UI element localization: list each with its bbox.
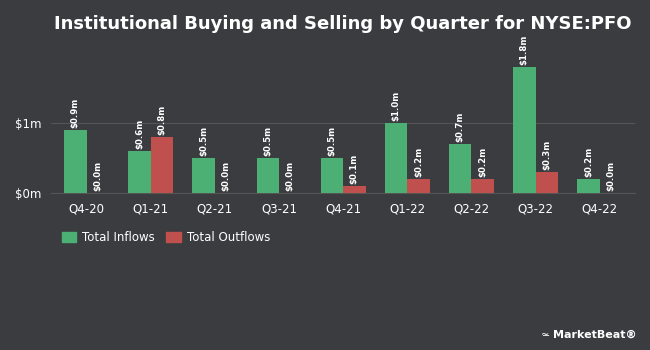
Bar — [471, 179, 494, 193]
Bar — [408, 179, 430, 193]
Text: $1.0m: $1.0m — [391, 91, 400, 121]
Text: $0.7m: $0.7m — [456, 112, 465, 142]
Bar — [385, 123, 408, 193]
Bar — [257, 158, 279, 193]
Text: $0.2m: $0.2m — [584, 147, 593, 177]
Bar — [128, 151, 151, 193]
Text: $0.9m: $0.9m — [71, 98, 80, 128]
Text: $0.6m: $0.6m — [135, 119, 144, 149]
Text: $0.2m: $0.2m — [478, 147, 487, 177]
Text: $0.5m: $0.5m — [263, 126, 272, 156]
Text: $0.0m: $0.0m — [286, 161, 294, 191]
Text: $0.5m: $0.5m — [328, 126, 337, 156]
Text: $0.0m: $0.0m — [606, 161, 616, 191]
Text: $0.8m: $0.8m — [157, 105, 166, 135]
Text: ~̶: ~̶ — [541, 329, 549, 340]
Text: $0.5m: $0.5m — [199, 126, 208, 156]
Bar — [449, 144, 471, 193]
Text: $0.0m: $0.0m — [222, 161, 231, 191]
Bar — [192, 158, 214, 193]
Text: $1.8m: $1.8m — [520, 35, 529, 65]
Text: $0.0m: $0.0m — [93, 161, 102, 191]
Bar — [64, 130, 86, 193]
Title: Institutional Buying and Selling by Quarter for NYSE:PFO: Institutional Buying and Selling by Quar… — [55, 15, 632, 33]
Text: $0.1m: $0.1m — [350, 154, 359, 184]
Bar — [320, 158, 343, 193]
Bar — [513, 66, 536, 193]
Text: $0.3m: $0.3m — [542, 140, 551, 170]
Bar — [577, 179, 600, 193]
Text: $0.2m: $0.2m — [414, 147, 423, 177]
Bar — [536, 172, 558, 193]
Bar — [151, 137, 173, 193]
Bar — [343, 186, 365, 193]
Legend: Total Inflows, Total Outflows: Total Inflows, Total Outflows — [57, 226, 275, 248]
Text: ⁠MarketBeat®: ⁠MarketBeat® — [553, 329, 637, 340]
